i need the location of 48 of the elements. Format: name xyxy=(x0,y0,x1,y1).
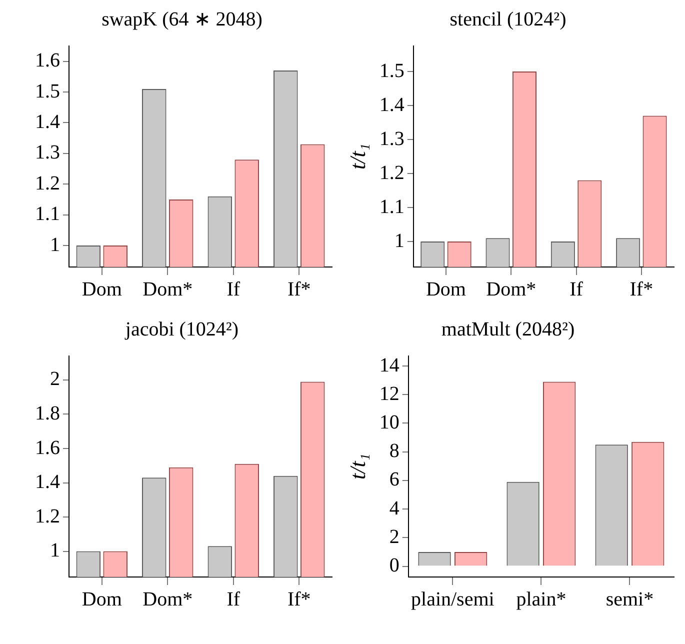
x-tick-label: Dom xyxy=(82,278,122,300)
chart-title: jacobi (1024²) xyxy=(124,318,239,340)
y-tick-label: 1.2 xyxy=(35,505,60,528)
y-tick-label: 1.3 xyxy=(35,142,60,164)
y-tick-label: 1 xyxy=(50,540,60,562)
y-tick-label: 1.2 xyxy=(35,172,60,194)
y-tick-label: 1.8 xyxy=(35,402,60,424)
x-tick-label: plain/semi xyxy=(411,588,495,610)
x-tick-label: Dom* xyxy=(142,588,193,610)
y-tick-label: 1.4 xyxy=(379,94,404,116)
y-tick-label: 1.4 xyxy=(35,110,60,133)
y-tick-label: 14 xyxy=(379,354,400,376)
x-tick-label: If xyxy=(226,278,240,300)
chart-title: matMult (2048²) xyxy=(441,318,575,340)
y-tick-label: 8 xyxy=(389,440,400,462)
y-tick-label: 1.1 xyxy=(379,196,404,218)
y-axis-title: t/t₁ xyxy=(344,144,370,170)
y-tick-label: 1 xyxy=(50,234,60,256)
y-tick-label: 4 xyxy=(389,497,400,520)
y-tick-label: 1.1 xyxy=(35,203,60,226)
x-tick-label: If xyxy=(226,588,240,610)
x-tick-label: plain* xyxy=(516,588,566,610)
x-tick-label: Dom* xyxy=(142,278,193,300)
x-tick-label: Dom xyxy=(426,278,466,300)
y-tick-label: 1.4 xyxy=(35,471,60,494)
y-tick-label: 1.5 xyxy=(379,60,404,82)
x-tick-label: Dom xyxy=(82,588,122,610)
y-tick-label: 1.5 xyxy=(35,80,60,102)
y-tick-label: 2 xyxy=(50,368,60,390)
y-tick-label: 1.2 xyxy=(379,162,404,184)
x-tick-label: If* xyxy=(287,278,311,300)
y-tick-label: 1.6 xyxy=(35,50,60,72)
x-tick-label: If* xyxy=(287,588,311,610)
x-tick-label: If xyxy=(570,278,584,300)
y-tick-label: 2 xyxy=(389,526,400,548)
y-tick-label: 1 xyxy=(394,230,404,252)
y-tick-label: 12 xyxy=(379,382,400,405)
y-tick-label: 1.6 xyxy=(35,436,60,459)
y-tick-label: 0 xyxy=(389,554,400,577)
chart-title: stencil (1024²) xyxy=(450,8,566,30)
y-tick-label: 1.3 xyxy=(379,128,404,150)
y-tick-label: 10 xyxy=(379,411,400,434)
y-tick-label: 6 xyxy=(389,468,400,491)
x-tick-label: semi* xyxy=(606,588,654,610)
y-axis-title: t/t₁ xyxy=(344,454,370,480)
x-tick-label: If* xyxy=(630,278,654,300)
x-tick-label: Dom* xyxy=(486,278,536,300)
chart-title: swapK (64 ∗ 2048) xyxy=(102,8,262,30)
